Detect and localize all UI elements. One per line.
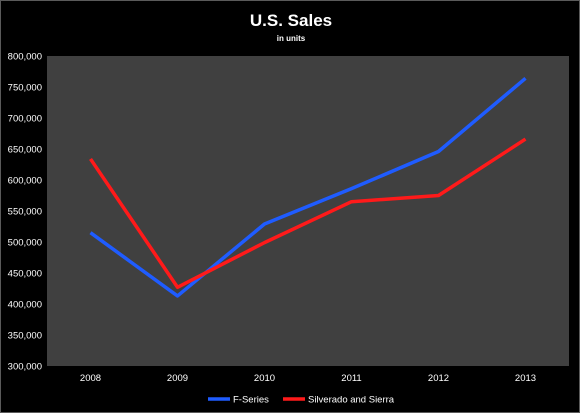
legend-label: F-Series	[233, 395, 269, 406]
y-axis-tick-labels: 300,000 350,000 400,000 450,000 500,000 550,0…	[8, 52, 42, 373]
series-line-silverado-and-sierra	[89, 137, 527, 290]
y-tick-label: 750,000	[8, 83, 42, 94]
y-tick-label: 700,000	[8, 114, 42, 125]
x-tick-label: 2012	[428, 373, 449, 384]
series-line-f-series	[89, 76, 527, 298]
plot-area	[47, 56, 569, 366]
x-tick-label: 2010	[254, 373, 275, 384]
series-lines	[89, 76, 527, 298]
y-tick-label: 600,000	[8, 176, 42, 187]
y-tick-label: 800,000	[8, 52, 42, 63]
legend: F-Series Silverado and Sierra	[208, 395, 395, 406]
y-tick-label: 550,000	[8, 207, 42, 218]
y-tick-label: 400,000	[8, 300, 42, 311]
x-tick-label: 2009	[167, 373, 188, 384]
legend-item: Silverado and Sierra	[283, 395, 395, 406]
y-tick-label: 500,000	[8, 238, 42, 249]
x-tick-label: 2008	[80, 373, 101, 384]
y-tick-label: 350,000	[8, 331, 42, 342]
legend-item: F-Series	[208, 395, 269, 406]
chart-subtitle: in units	[277, 34, 306, 43]
x-tick-label: 2011	[341, 373, 361, 384]
x-axis-tick-labels: 2008 2009 2010 2011 2012 2013	[80, 373, 536, 384]
chart-title: U.S. Sales	[250, 11, 332, 30]
y-tick-label: 450,000	[8, 269, 42, 280]
y-tick-label: 650,000	[8, 145, 42, 156]
y-tick-label: 300,000	[8, 362, 42, 373]
x-tick-label: 2013	[515, 373, 536, 384]
legend-label: Silverado and Sierra	[308, 395, 395, 406]
